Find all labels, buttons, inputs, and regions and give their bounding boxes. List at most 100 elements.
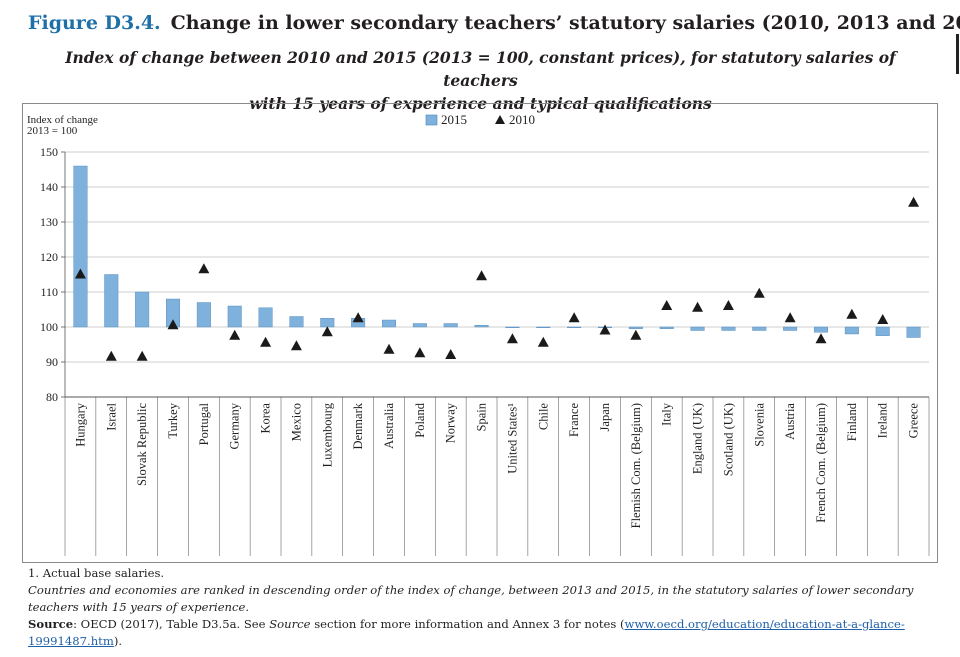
- category-label: Norway: [444, 402, 458, 443]
- category-label: Scotland (UK): [721, 403, 735, 476]
- marker-2010: [321, 326, 333, 337]
- y-tick-label-140: 140: [40, 180, 58, 194]
- bar-2015: [906, 326, 921, 338]
- chart-frame: Index of change 2013 = 100 2015 2010 80 90 100…: [22, 103, 938, 563]
- category-label: Austria: [783, 403, 797, 440]
- category-label: Slovenia: [752, 403, 766, 447]
- bar-2015: [412, 323, 427, 328]
- marker-2010: [229, 329, 241, 340]
- bar-2015: [844, 326, 859, 335]
- category-label: Korea: [259, 403, 273, 434]
- y-tick-label-110: 110: [40, 285, 58, 299]
- category-label: Poland: [413, 402, 427, 437]
- marker-2010: [74, 268, 86, 279]
- marker-2010: [692, 301, 704, 312]
- bar-2015: [875, 326, 890, 336]
- category-label: Portugal: [197, 402, 211, 445]
- source-text-1: : OECD (2017), Table D3.5a. See: [73, 617, 270, 631]
- y-tick-label-150: 150: [40, 145, 58, 159]
- category-label: England (UK): [691, 403, 705, 474]
- marker-2010: [167, 319, 179, 330]
- figure-title-row: Figure D3.4. Change in lower secondary te…: [28, 12, 960, 34]
- category-label: Japan: [598, 402, 612, 431]
- marker-2010: [136, 350, 148, 361]
- category-label: Israel: [104, 402, 118, 430]
- category-label: Denmark: [351, 402, 365, 449]
- bar-2015: [536, 326, 551, 329]
- legend-2010-label: 2010: [509, 112, 535, 127]
- marker-2010: [260, 336, 272, 347]
- category-label: Finland: [845, 402, 859, 441]
- bar-2015: [567, 326, 582, 329]
- category-label: Chile: [536, 403, 550, 431]
- source-italic: Source: [269, 617, 311, 631]
- bar-2015: [505, 326, 520, 329]
- y-tick-label-130: 130: [40, 215, 58, 229]
- bar-2015: [196, 302, 211, 328]
- bar-2015: [320, 318, 335, 328]
- page-edge-mark: [956, 34, 959, 74]
- marker-2010: [352, 312, 364, 323]
- marker-2010: [753, 287, 765, 298]
- category-label: Turkey: [166, 402, 180, 438]
- bar-2015: [814, 326, 828, 333]
- marker-2010: [568, 312, 580, 323]
- bar-2015: [258, 307, 273, 328]
- y-axis-label-line-2: 2013 = 100: [27, 125, 78, 137]
- bar-2015: [382, 319, 396, 328]
- marker-2010: [599, 324, 611, 335]
- legend-2015-label: 2015: [441, 112, 467, 127]
- category-label: French Com. (Belgium): [814, 403, 828, 523]
- source-label: Source: [28, 617, 74, 631]
- footnote: 1. Actual base salaries.: [28, 566, 165, 580]
- marker-2010: [198, 263, 210, 274]
- category-label: Luxembourg: [320, 402, 334, 467]
- marker-2010: [476, 270, 488, 281]
- marker-2010: [877, 314, 889, 324]
- y-tick-label-80: 80: [46, 390, 58, 404]
- source-link[interactable]: www.oecd.org/education/education-at-a-gl…: [28, 617, 905, 648]
- marker-2010: [815, 333, 827, 344]
- bar-2015: [752, 326, 767, 331]
- source-end: ).: [113, 634, 123, 648]
- marker-2010: [784, 312, 796, 323]
- bar-2015: [135, 291, 150, 328]
- marker-2010: [105, 350, 117, 361]
- category-label: Hungary: [73, 402, 87, 446]
- category-label: Slovak Republic: [135, 403, 149, 486]
- bar-2015: [227, 305, 242, 328]
- category-label: Spain: [475, 402, 489, 431]
- marker-2010: [537, 336, 549, 347]
- bar-2015: [73, 165, 88, 328]
- marker-2010: [445, 349, 457, 359]
- marker-2010: [414, 347, 426, 358]
- y-tick-label-120: 120: [40, 250, 58, 264]
- figure-title: Change in lower secondary teachers’ stat…: [170, 12, 960, 34]
- bar-2015: [659, 326, 674, 329]
- legend-2015-swatch: [425, 114, 438, 126]
- category-label: Greece: [907, 403, 921, 439]
- bar-2015: [721, 326, 736, 331]
- category-label: Ireland: [876, 402, 890, 438]
- subtitle-line-1: Index of change between 2010 and 2015 (2…: [65, 48, 896, 90]
- source-text-2: section for more information and Annex 3…: [310, 617, 625, 631]
- marker-2010: [908, 196, 920, 207]
- marker-2010: [506, 333, 518, 344]
- category-label: United States¹: [505, 403, 519, 474]
- category-label: France: [567, 403, 581, 437]
- figure-notes: 1. Actual base salaries. Countries and e…: [28, 565, 943, 650]
- marker-2010: [383, 343, 395, 354]
- marker-2010: [630, 329, 642, 340]
- category-label: Flemish Com. (Belgium): [629, 403, 643, 528]
- bar-2015: [783, 326, 798, 331]
- legend-2010-marker: [495, 115, 505, 124]
- y-tick-label-100: 100: [40, 320, 58, 334]
- category-label: Mexico: [289, 403, 303, 441]
- source-note: Source: OECD (2017), Table D3.5a. See So…: [28, 616, 943, 650]
- bar-2015: [104, 274, 119, 328]
- bar-2015: [474, 325, 489, 328]
- category-label: Germany: [228, 402, 242, 449]
- bar-2015: [443, 323, 458, 328]
- y-axis-label-line-1: Index of change: [27, 114, 98, 126]
